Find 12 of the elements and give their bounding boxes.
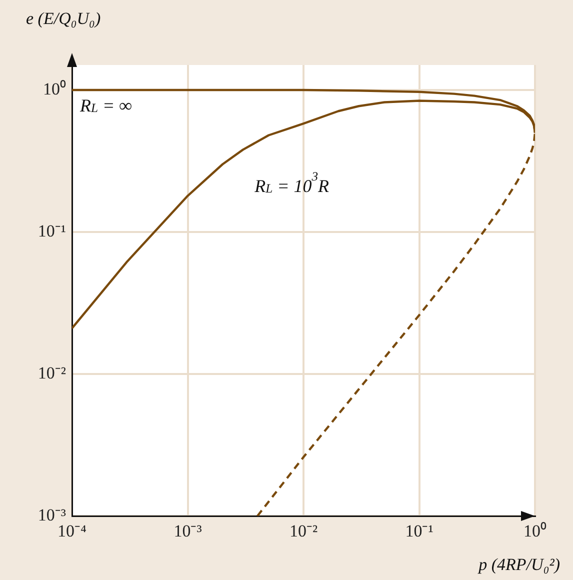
x-tick-label: 10⁻⁴ [58, 522, 87, 541]
x-axis-title: p (4RP/U₀²) [478, 555, 560, 574]
x-tick-label: 10⁰ [524, 522, 546, 541]
series-label: RL = ∞ [79, 96, 132, 116]
y-tick-label: 10⁻¹ [38, 221, 66, 240]
y-tick-label: 10⁻² [38, 363, 66, 382]
y-tick-label: 10⁰ [43, 79, 66, 98]
x-tick-label: 10⁻² [289, 522, 318, 541]
y-axis-title: e (E/Q₀U₀) [26, 9, 101, 28]
x-tick-label: 10⁻³ [174, 522, 202, 541]
x-tick-label: 10⁻¹ [405, 522, 434, 541]
y-tick-label: 10⁻³ [38, 505, 66, 524]
